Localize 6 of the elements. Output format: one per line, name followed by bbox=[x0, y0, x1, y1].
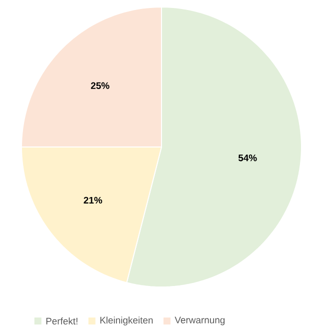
data-label: 54% bbox=[238, 154, 257, 162]
legend-label: Kleinigkeiten bbox=[100, 316, 153, 326]
data-label: 21% bbox=[84, 196, 102, 204]
data-label: 25% bbox=[90, 82, 110, 89]
legend-label: Perfekt! bbox=[46, 318, 78, 324]
legend-label: Verwarnung bbox=[174, 316, 225, 326]
